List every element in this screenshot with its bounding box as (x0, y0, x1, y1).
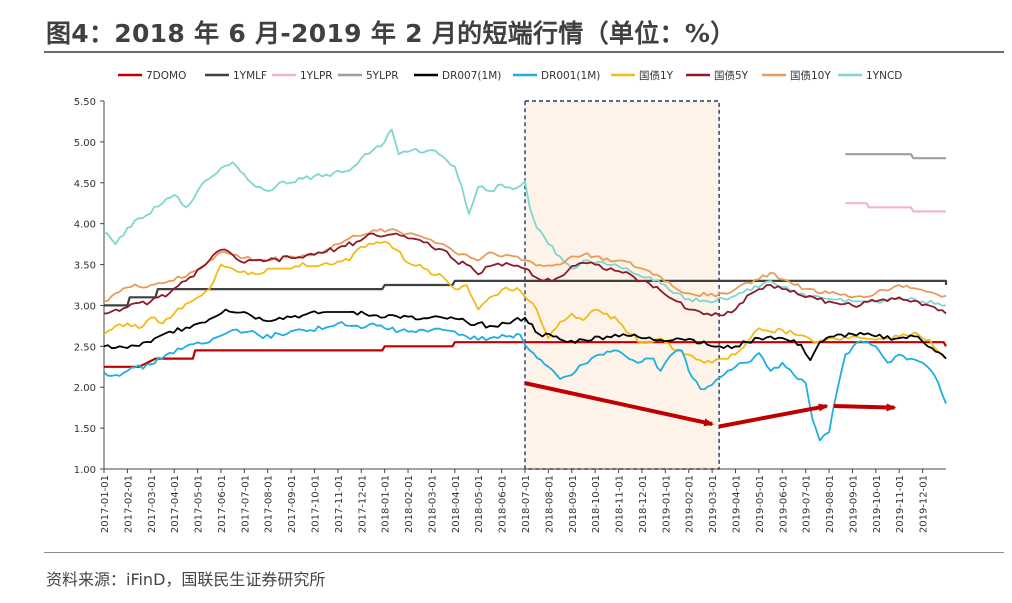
y-tick-label: 2.00 (74, 383, 96, 394)
x-tick-label: 2017-10-01 (311, 475, 322, 533)
legend-label-国债10Y: 国债10Y (790, 69, 831, 82)
x-tick-label: 2017-11-01 (334, 475, 345, 533)
series-line-1YMLF (104, 279, 948, 307)
legend-label-1YLPR: 1YLPR (300, 70, 333, 82)
x-tick-label: 2017-02-01 (123, 475, 134, 533)
y-tick-label: 5.00 (74, 138, 96, 149)
y-tick-label: 1.00 (74, 465, 96, 476)
x-tick-label: 2018-06-01 (498, 475, 509, 533)
y-tick-label: 4.50 (74, 179, 96, 190)
y-tick-label: 2.50 (74, 342, 96, 353)
x-tick-label: 2019-09-01 (848, 475, 859, 533)
series-line-国债10Y (103, 228, 947, 303)
legend-label-7DOMO: 7DOMO (146, 70, 186, 82)
x-tick-label: 2019-04-01 (732, 475, 743, 533)
y-tick-label: 5.50 (74, 97, 96, 108)
x-tick-label: 2018-04-01 (451, 475, 462, 533)
x-tick-label: 2018-09-01 (568, 475, 579, 533)
x-tick-label: 2018-03-01 (427, 475, 438, 533)
legend-label-1YNCD: 1YNCD (866, 70, 902, 82)
x-tick-label: 2017-08-01 (264, 475, 275, 533)
x-tick-label: 2019-12-01 (919, 475, 930, 533)
source-note: 资料来源：iFinD，国联民生证券研究所 (46, 570, 326, 589)
x-tick-label: 2017-06-01 (217, 475, 228, 533)
legend-label-DR001(1M): DR001(1M) (541, 70, 600, 82)
x-tick-label: 2019-07-01 (802, 475, 813, 533)
legend-label-1YMLF: 1YMLF (233, 70, 267, 82)
series-line-国债1Y (103, 240, 947, 364)
legend-label-DR007(1M): DR007(1M) (442, 70, 501, 82)
series-line-DR007(1M) (103, 308, 947, 362)
series-line-1YNCD (103, 128, 947, 307)
trend-arrow (833, 403, 897, 412)
x-tick-label: 2017-07-01 (240, 475, 251, 533)
x-tick-label: 2017-12-01 (357, 475, 368, 533)
x-tick-label: 2017-03-01 (147, 475, 158, 533)
x-tick-label: 2018-10-01 (591, 475, 602, 533)
series-line-国债5Y (103, 232, 947, 317)
y-tick-label: 3.50 (74, 261, 96, 272)
y-tick-label: 4.00 (74, 220, 96, 231)
x-tick-label: 2018-02-01 (404, 475, 415, 533)
x-tick-label: 2017-09-01 (287, 475, 298, 533)
series-line-5YLPR (845, 153, 946, 160)
page-title: 图4：2018 年 6 月-2019 年 2 月的短端行情（单位：%） (46, 19, 736, 48)
source-divider (44, 552, 1004, 553)
x-tick-label: 2017-05-01 (194, 475, 205, 533)
legend-label-国债1Y: 国债1Y (639, 69, 674, 82)
series-line-7DOMO (104, 341, 947, 368)
x-tick-label: 2019-11-01 (895, 475, 906, 533)
x-tick-label: 2018-08-01 (544, 475, 555, 533)
x-tick-label: 2018-05-01 (474, 475, 485, 533)
x-tick-label: 2019-03-01 (708, 475, 719, 533)
trend-arrow (524, 381, 715, 427)
y-tick-label: 3.00 (74, 301, 96, 312)
title-divider (44, 51, 1004, 53)
series-line-DR001(1M) (103, 321, 947, 442)
highlight-window (524, 100, 720, 470)
x-tick-label: 2018-07-01 (521, 475, 532, 533)
x-tick-label: 2019-01-01 (661, 475, 672, 533)
legend-label-国债5Y: 国债5Y (714, 69, 749, 82)
x-tick-label: 2017-04-01 (170, 475, 181, 533)
trend-arrow (718, 403, 829, 429)
x-tick-label: 2019-10-01 (872, 475, 883, 533)
x-tick-label: 2017-01-01 (100, 475, 111, 533)
x-tick-label: 2019-05-01 (755, 475, 766, 533)
x-tick-label: 2018-01-01 (381, 475, 392, 533)
legend-label-5YLPR: 5YLPR (366, 70, 399, 82)
y-tick-label: 1.50 (74, 424, 96, 435)
series-line-1YLPR (845, 202, 946, 213)
x-tick-label: 2019-06-01 (778, 475, 789, 533)
x-tick-label: 2019-08-01 (825, 475, 836, 533)
x-tick-label: 2018-11-01 (615, 475, 626, 533)
x-tick-label: 2018-12-01 (638, 475, 649, 533)
x-tick-label: 2019-02-01 (685, 475, 696, 533)
